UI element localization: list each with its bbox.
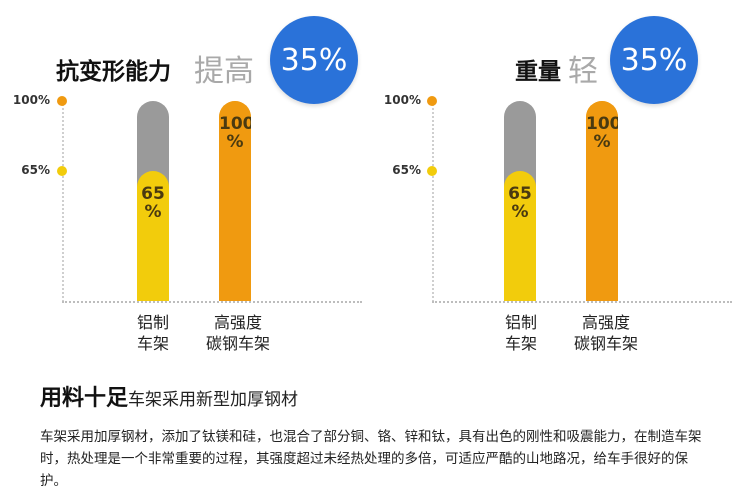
y-axis <box>432 100 434 302</box>
chart-baseline <box>62 301 362 303</box>
bar-aluminum: 65 % <box>504 101 536 301</box>
y-tick-dot-100 <box>427 96 437 106</box>
chart-title-bold: 重量 <box>515 59 561 85</box>
bar-carbon-steel-label: 100 % <box>586 114 618 152</box>
bar-aluminum-label: 65 % <box>141 184 165 222</box>
y-tick-label-65: 65% <box>21 163 50 177</box>
category-label-carbon-steel: 高强度 碳钢车架 <box>205 313 270 353</box>
chart-title-light: 轻 <box>568 54 598 89</box>
chart-panel-strength: 抗变形能力 提高 35% 100% 65% 65 % 100 % 铝制 车架 高… <box>0 0 375 370</box>
y-tick-dot-100 <box>57 96 67 106</box>
description-text: 车架采用加厚钢材，添加了钛镁和硅，也混合了部分铜、铬、锌和钛，具有出色的刚性和吸… <box>40 429 702 489</box>
y-tick-dot-65 <box>57 166 67 176</box>
headline: 用料十足车架采用新型加厚钢材 <box>40 380 298 412</box>
bar-aluminum-fill <box>504 171 536 301</box>
bar-carbon-steel-label: 100 % <box>219 114 251 152</box>
y-axis <box>62 100 64 302</box>
chart-title-light: 提高 <box>194 54 254 89</box>
headline-strong: 用料十足 <box>40 386 129 411</box>
bar-carbon-steel: 100 % <box>219 101 251 301</box>
y-tick-label-100: 100% <box>383 93 421 107</box>
bar-aluminum: 65 % <box>137 101 169 301</box>
chart-title-bold: 抗变形能力 <box>56 59 171 85</box>
bar-aluminum-fill <box>137 171 169 301</box>
category-label-aluminum: 铝制 车架 <box>136 313 169 353</box>
bar-carbon-steel: 100 % <box>586 101 618 301</box>
y-tick-label-100: 100% <box>12 93 50 107</box>
chart-baseline <box>432 301 732 303</box>
percent-badge: 35% <box>270 16 358 104</box>
bar-carbon-steel-fill <box>219 101 251 301</box>
y-tick-dot-65 <box>427 166 437 176</box>
headline-sub: 车架采用新型加厚钢材 <box>128 390 299 410</box>
chart-panel-weight: 重量 轻 35% 100% 65% 65 % 100 % 铝制 车架 高强度 碳… <box>375 0 750 370</box>
category-label-carbon-steel: 高强度 碳钢车架 <box>573 313 638 353</box>
bar-carbon-steel-fill <box>586 101 618 301</box>
percent-badge: 35% <box>610 16 698 104</box>
category-label-aluminum: 铝制 车架 <box>504 313 537 353</box>
y-tick-label-65: 65% <box>392 163 421 177</box>
bar-aluminum-label: 65 % <box>508 184 532 222</box>
